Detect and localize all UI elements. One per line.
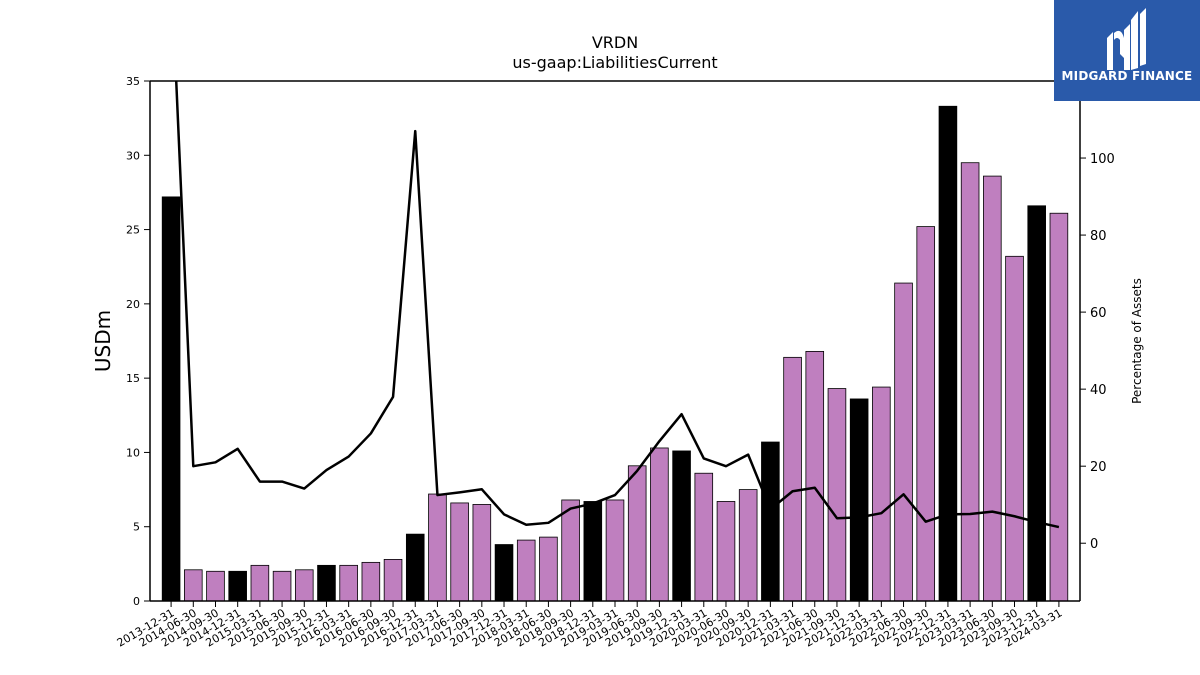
- percentage-of-assets-line: [174, 81, 1060, 529]
- bar-2020-03-31: [694, 472, 714, 602]
- y-tick-label: 35: [126, 75, 140, 88]
- y-tick-label: 0: [133, 595, 140, 608]
- bar-2016-03-31: [339, 564, 358, 602]
- bar-2023-03-31: [960, 162, 980, 602]
- y2-axis-label: Percentage of Assets: [1130, 278, 1144, 404]
- y2-tick-label: 0: [1090, 537, 1098, 552]
- chart-subtitle: us-gaap:LiabilitiesCurrent: [512, 53, 718, 72]
- bar-2015-12-31: [317, 564, 336, 602]
- bars-layer: [161, 105, 1069, 602]
- bar-2015-03-31: [250, 564, 270, 602]
- y-tick-label: 5: [133, 521, 140, 534]
- bar-2017-12-31: [494, 544, 514, 602]
- bar-2022-06-30: [894, 282, 913, 602]
- bar-2021-12-31: [849, 398, 869, 602]
- bar-2016-06-30: [361, 561, 381, 602]
- bar-2014-06-30: [184, 569, 203, 602]
- y-tick-label: 25: [126, 224, 140, 237]
- y2-tick-label: 60: [1090, 306, 1107, 321]
- bar-2017-03-31: [428, 493, 447, 602]
- y-axis-label: USDm: [91, 310, 115, 372]
- line-layer: [174, 81, 1060, 529]
- bar-2021-03-31: [783, 356, 802, 602]
- bar-2020-06-30: [716, 501, 736, 602]
- y-tick-label: 20: [126, 298, 140, 311]
- bar-2019-12-31: [672, 450, 691, 602]
- midgard-finance-logo: MIDGARD FINANCE: [1054, 0, 1200, 101]
- bar-2023-12-31: [1027, 205, 1046, 602]
- bar-2018-06-30: [539, 536, 558, 602]
- bar-2024-03-31: [1049, 212, 1069, 602]
- axes-layer: 051015202530350204060801002013-12-312014…: [91, 75, 1144, 650]
- y-tick-label: 10: [126, 446, 140, 459]
- bar-2022-09-30: [916, 226, 936, 602]
- logo-text: MIDGARD FINANCE: [1061, 69, 1193, 83]
- y2-tick-label: 20: [1090, 460, 1107, 475]
- bar-2023-06-30: [983, 175, 1002, 602]
- y2-tick-label: 100: [1090, 152, 1115, 167]
- y2-tick-label: 40: [1090, 383, 1107, 398]
- bar-2016-09-30: [383, 559, 403, 602]
- bar-2019-06-30: [627, 465, 647, 602]
- bar-2018-12-31: [583, 501, 603, 602]
- bar-2021-06-30: [805, 350, 825, 602]
- bar-2023-09-30: [1005, 255, 1024, 602]
- y2-tick-label: 80: [1090, 229, 1107, 244]
- bar-2019-09-30: [650, 447, 669, 602]
- bar-2022-12-31: [938, 105, 958, 602]
- bar-2014-09-30: [206, 570, 225, 602]
- bar-2014-12-31: [228, 570, 247, 602]
- bar-2022-03-31: [872, 386, 891, 602]
- bar-2020-12-31: [761, 441, 780, 602]
- bar-2015-06-30: [272, 570, 292, 602]
- bar-2018-03-31: [516, 539, 536, 602]
- bar-2013-12-31: [161, 196, 181, 602]
- bar-2021-09-30: [827, 388, 847, 602]
- logo-mark-icon: [1107, 8, 1146, 70]
- y-tick-label: 30: [126, 149, 140, 162]
- chart-title: VRDN: [591, 33, 639, 52]
- y-tick-label: 15: [126, 372, 140, 385]
- bar-2016-12-31: [405, 533, 425, 602]
- bar-2017-06-30: [450, 502, 469, 602]
- bar-2018-09-30: [561, 499, 580, 602]
- bar-2017-09-30: [472, 504, 492, 602]
- bar-2020-09-30: [738, 489, 758, 602]
- bar-2015-09-30: [294, 569, 314, 602]
- bar-2019-03-31: [605, 499, 625, 602]
